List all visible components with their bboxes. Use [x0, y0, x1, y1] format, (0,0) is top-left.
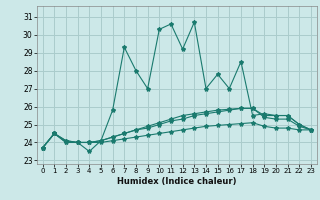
X-axis label: Humidex (Indice chaleur): Humidex (Indice chaleur) [117, 177, 236, 186]
